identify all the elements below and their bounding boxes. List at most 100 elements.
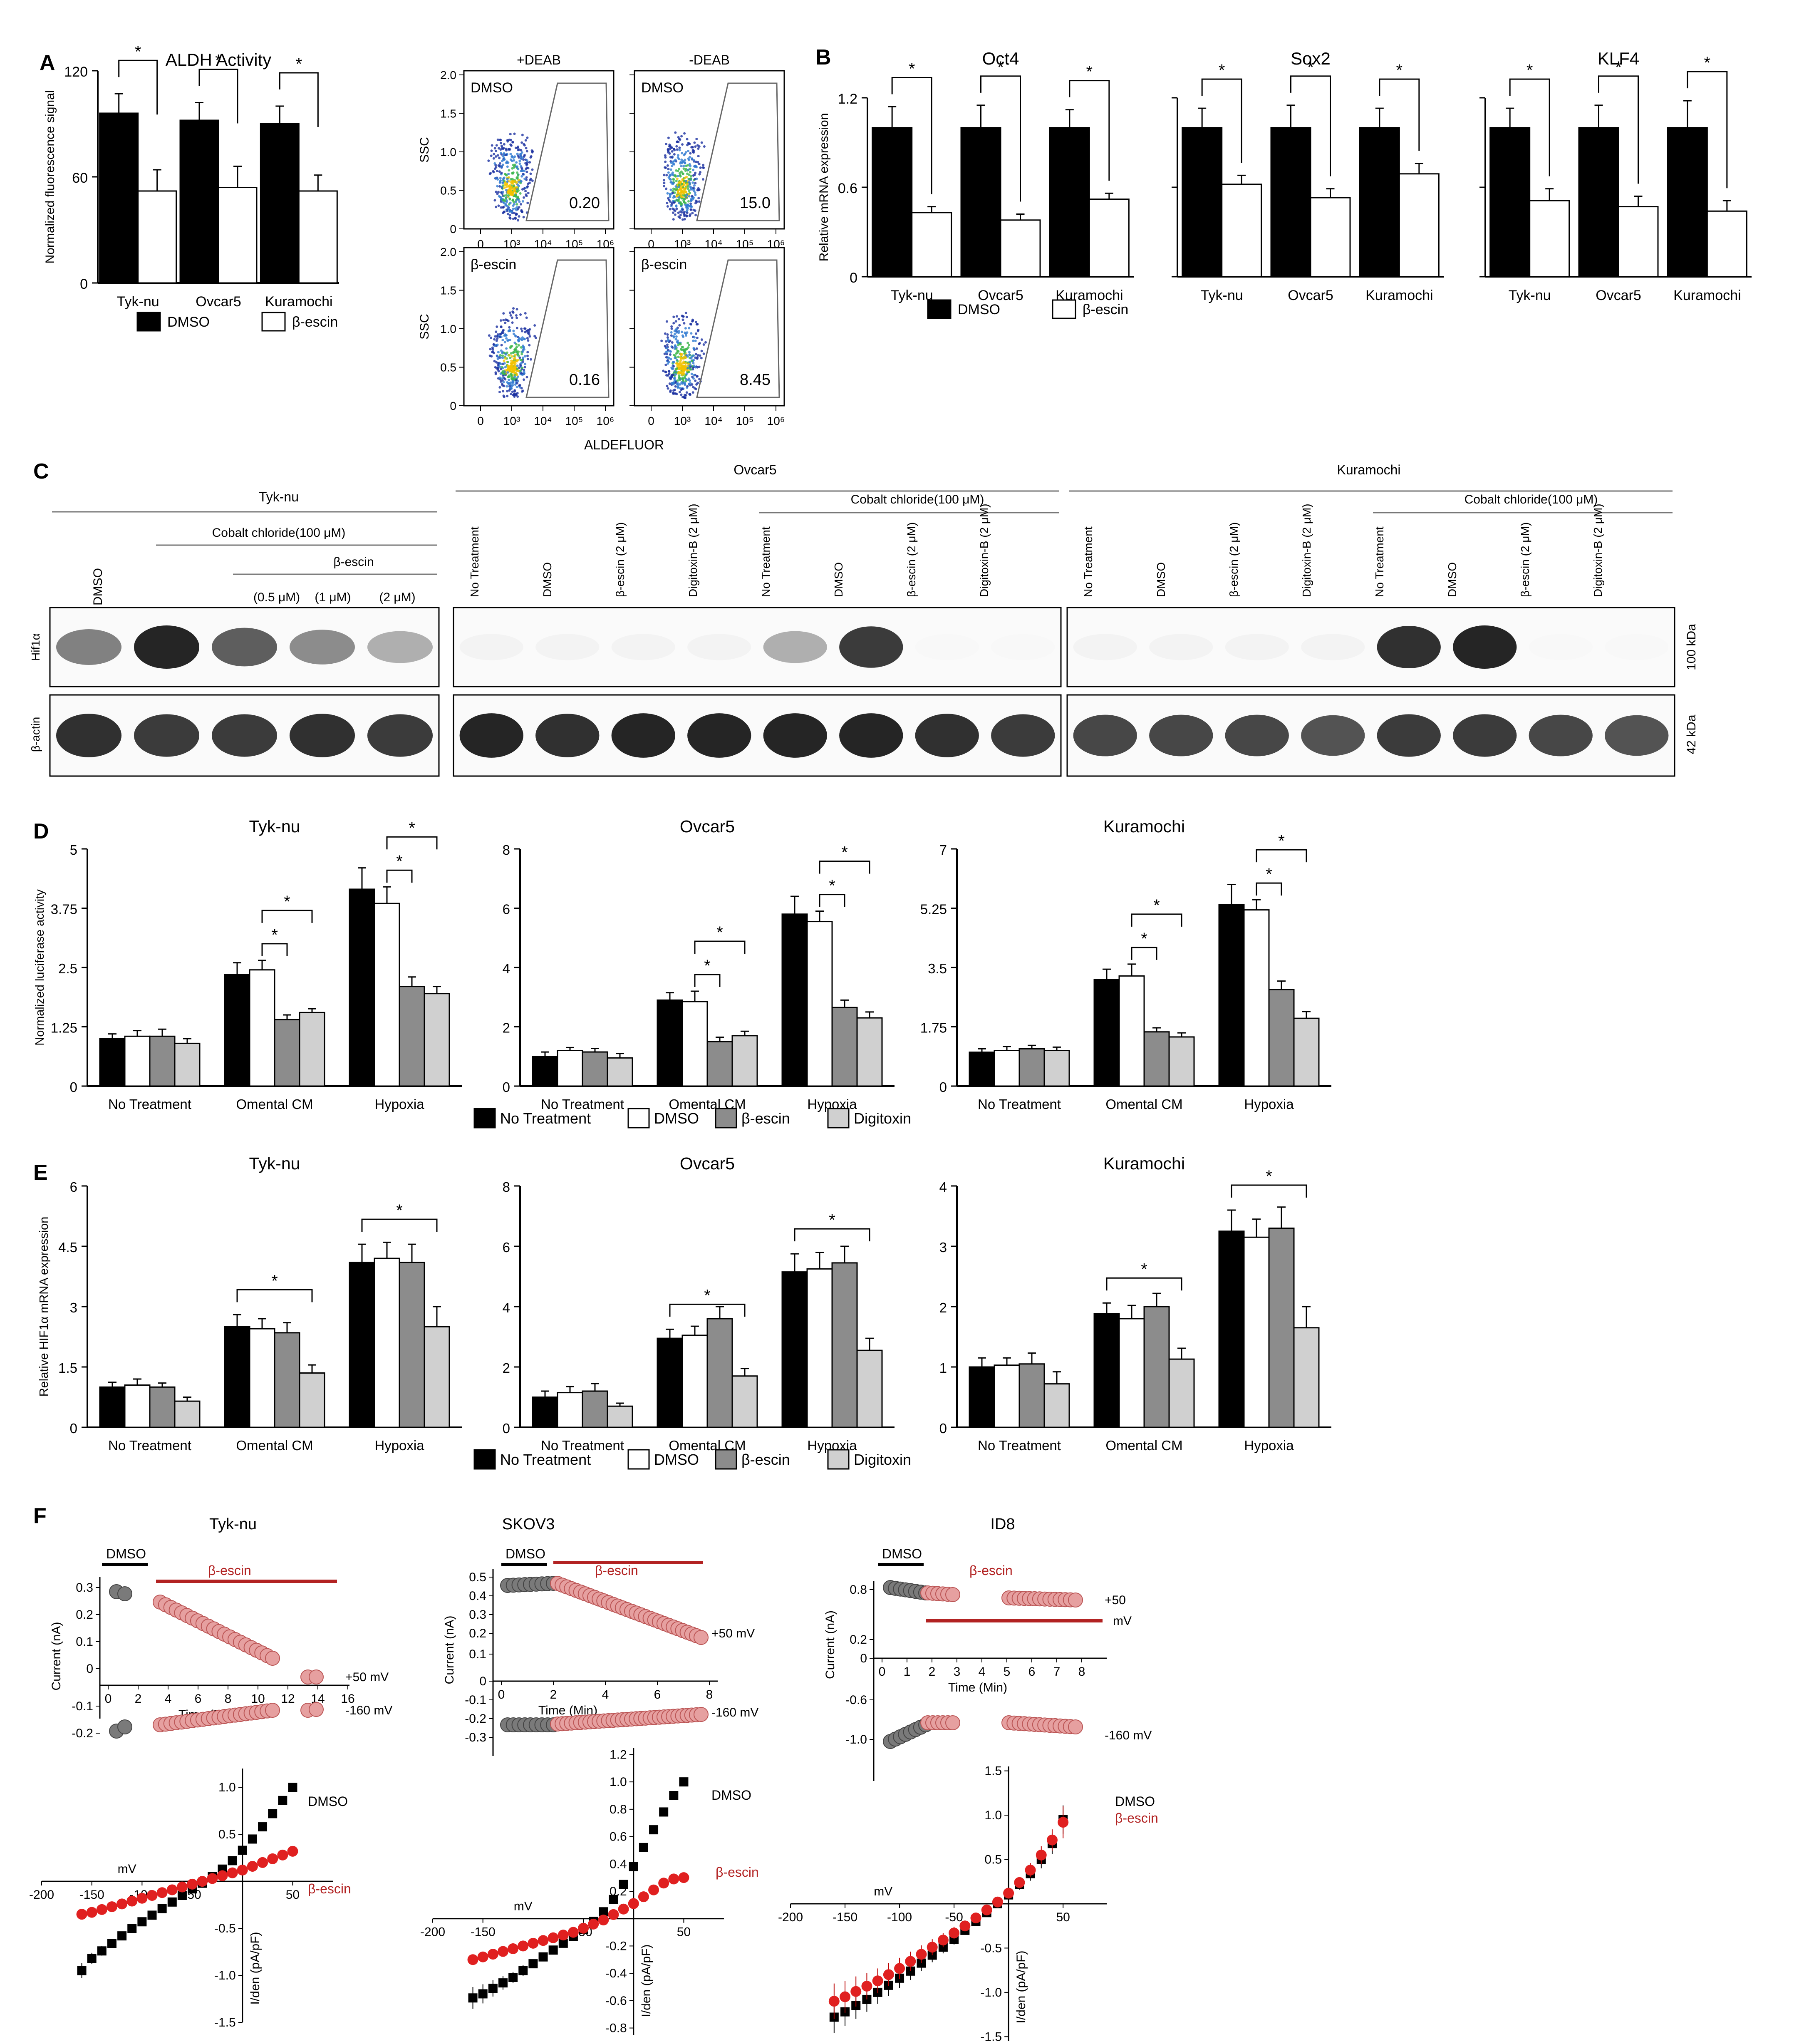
- x-tick-label: Hypoxia: [1244, 1438, 1294, 1453]
- flow-dot: [681, 161, 684, 164]
- flow-dot: [684, 327, 687, 330]
- significance-star: *: [841, 843, 848, 862]
- flow-dot: [680, 393, 683, 396]
- flow-gate: [525, 82, 610, 221]
- iv-point-escin: [136, 1893, 148, 1904]
- flow-dot: [672, 336, 675, 339]
- iv-point-escin: [106, 1901, 117, 1913]
- flow-dot: [494, 366, 497, 369]
- bar: [607, 1405, 633, 1428]
- bar: [1018, 1048, 1045, 1087]
- blot-band: [367, 631, 433, 663]
- flow-dot: [519, 369, 522, 372]
- flow-dot: [693, 141, 696, 144]
- flow-dot: [522, 173, 525, 176]
- flow-dot: [677, 330, 680, 332]
- flow-dot: [503, 341, 506, 344]
- flow-dot: [677, 211, 680, 214]
- y-tick-label: 0: [80, 276, 88, 292]
- flow-dot: [499, 368, 502, 371]
- blot-band: [1225, 634, 1289, 660]
- x-tick-label: 8: [225, 1692, 232, 1706]
- iv-point-dmso: [669, 1791, 679, 1800]
- flow-dot: [677, 355, 680, 358]
- blot-band: [1453, 714, 1517, 757]
- y-tick-label: 1.2: [838, 91, 857, 107]
- flow-dot: [501, 147, 504, 150]
- current-point: [309, 1669, 324, 1684]
- flow-dot: [688, 327, 691, 330]
- iv-point-escin: [237, 1865, 248, 1875]
- lane-label: (1 μM): [315, 590, 351, 604]
- x-tick-label: 10⁴: [704, 414, 722, 427]
- flow-dot: [531, 168, 534, 171]
- flow-dot: [501, 331, 503, 334]
- current-point: [694, 1630, 709, 1645]
- bar: [1310, 197, 1351, 278]
- bar: [1093, 979, 1120, 1087]
- flow-dot: [516, 395, 519, 398]
- iv-point-dmso: [107, 1939, 116, 1948]
- y-axis-label: I/den (pA/pF): [639, 1944, 653, 2017]
- flow-dot: [676, 169, 679, 172]
- x-tick-label: Tyk-nu: [1201, 288, 1243, 303]
- y-tick-label: 0: [450, 399, 456, 412]
- row-label: β-actin: [29, 717, 42, 752]
- flow-dot: [526, 185, 529, 188]
- flow-dot: [527, 339, 530, 342]
- y-tick-label: 0.5: [218, 1828, 236, 1841]
- flow-dot: [680, 187, 683, 190]
- flow-dot: [688, 189, 691, 192]
- flow-dot: [516, 364, 519, 367]
- flow-dot: [685, 206, 688, 209]
- bar: [994, 1050, 1020, 1087]
- flow-dot: [507, 176, 510, 179]
- flow-dot: [691, 157, 694, 160]
- blot-title: Kuramochi: [1337, 462, 1401, 477]
- escin-label: β-escin: [595, 1563, 638, 1578]
- flow-dot: [511, 390, 514, 393]
- flow-dot: [499, 380, 502, 383]
- flow-dot: [503, 352, 506, 355]
- flow-dot: [522, 158, 525, 161]
- iv-point-escin: [76, 1909, 87, 1920]
- y-axis-label: I/den (pA/pF): [248, 1932, 262, 2004]
- flow-dot: [665, 143, 668, 146]
- iv-point-escin: [1046, 1834, 1058, 1846]
- significance-bracket: [1131, 913, 1182, 927]
- flow-dot: [499, 354, 502, 357]
- bar: [1293, 1327, 1320, 1428]
- flow-dot: [673, 361, 676, 364]
- flow-dot: [500, 344, 503, 347]
- current-point: [117, 1719, 132, 1734]
- flow-dot: [683, 188, 686, 191]
- flow-dot: [689, 379, 691, 382]
- flow-dot: [689, 322, 692, 325]
- flow-dot: [688, 173, 691, 176]
- bar: [1118, 1318, 1145, 1428]
- flow-dot: [681, 357, 684, 360]
- lane-label: DMSO: [832, 562, 845, 597]
- y-tick-label: 0.3: [76, 1581, 93, 1595]
- iv-point-escin: [618, 1903, 629, 1915]
- x-axis-label: mV: [514, 1900, 533, 1913]
- bar: [831, 1262, 858, 1428]
- iv-point-escin: [959, 1920, 971, 1932]
- bar: [1270, 127, 1311, 278]
- blot-band: [1377, 714, 1441, 757]
- flow-dot: [670, 203, 673, 206]
- flow-dot: [677, 136, 680, 139]
- blot-band: [1073, 634, 1137, 660]
- bar: [149, 1386, 176, 1428]
- iv-point-escin: [872, 1975, 883, 1987]
- iv-point-dmso: [137, 1917, 147, 1927]
- flow-dot: [673, 347, 676, 350]
- flow-dot: [489, 336, 492, 339]
- flow-dot: [516, 367, 519, 370]
- iv-point-escin: [528, 1937, 539, 1949]
- significance-star: *: [829, 1211, 835, 1229]
- flow-dot: [508, 216, 511, 219]
- flow-dot: [520, 169, 523, 172]
- legend-label-none: No Treatment: [500, 1451, 591, 1468]
